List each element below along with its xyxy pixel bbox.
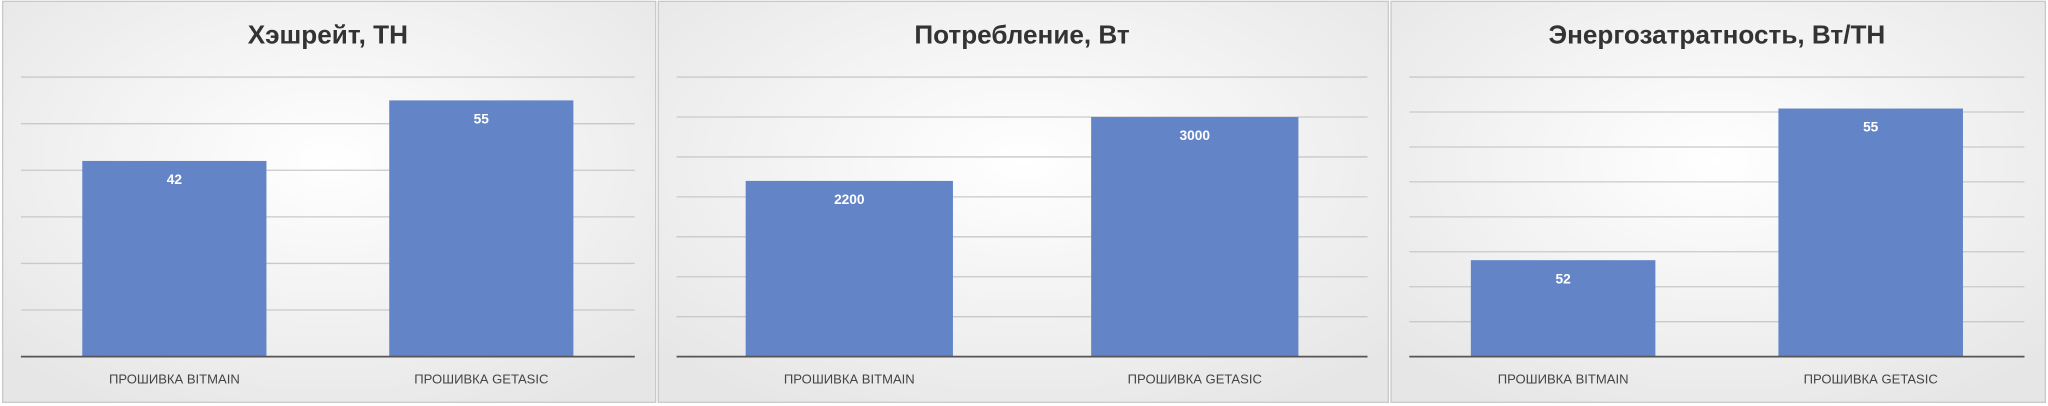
x-tick-label: ПРОШИВКА BITMAIN [1498, 372, 1629, 387]
bar [82, 160, 267, 357]
x-tick-label: ПРОШИВКА GETASIC [1804, 372, 1938, 387]
x-tick-label: ПРОШИВКА BITMAIN [109, 372, 240, 387]
data-label: 55 [474, 112, 490, 127]
data-label: 42 [167, 172, 183, 187]
chart-title: Энергозатратность, Вт/TH [1549, 20, 1886, 50]
bar [745, 180, 953, 357]
x-tick-label: ПРОШИВКА GETASIC [414, 372, 548, 387]
x-tick-label: ПРОШИВКА BITMAIN [784, 372, 915, 387]
bar [389, 100, 574, 357]
data-label: 2200 [834, 192, 865, 207]
x-tick-label: ПРОШИВКА GETASIC [1128, 372, 1262, 387]
chart-title: Потребление, Вт [914, 20, 1130, 50]
bar [1470, 260, 1656, 357]
data-label: 55 [1863, 120, 1879, 135]
data-label: 3000 [1180, 128, 1211, 143]
data-label: 52 [1555, 271, 1571, 286]
bar [1778, 108, 1963, 357]
chart-title: Хэшрейт, TH [248, 20, 408, 50]
bar [1091, 117, 1299, 357]
